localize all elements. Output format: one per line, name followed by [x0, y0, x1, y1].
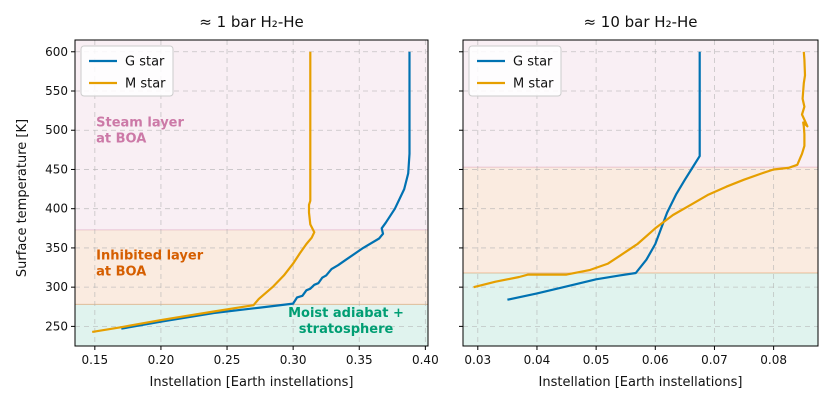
- chart-title: ≈ 1 bar H₂-He: [199, 13, 304, 31]
- plot-frame: [462, 39, 819, 347]
- x-tick-label: 0.15: [81, 353, 108, 367]
- region-label-moist: stratosphere: [299, 322, 394, 337]
- region-label-inhibited: at BOA: [96, 265, 146, 280]
- series-line-g-star: [507, 51, 701, 301]
- x-tick-label: 0.20: [148, 353, 175, 367]
- y-tick-label: 600: [45, 45, 68, 59]
- region-label-steam: at BOA: [96, 131, 146, 146]
- x-tick-label: 0.35: [346, 353, 373, 367]
- x-tick-label: 0.05: [583, 353, 610, 367]
- series-line-m-star: [92, 51, 316, 333]
- x-tick-label: 0.04: [524, 353, 551, 367]
- legend-label-g-star: G star: [125, 55, 165, 70]
- series-line-m-star: [473, 51, 809, 289]
- x-tick-label: 0.07: [701, 353, 728, 367]
- x-tick-label: 0.06: [642, 353, 669, 367]
- y-tick-label: 400: [45, 202, 68, 216]
- x-tick-label: 0.25: [214, 353, 241, 367]
- y-axis-label: Surface temperature [K]: [15, 119, 30, 277]
- region-inhibited: [463, 167, 818, 274]
- region-moist: [463, 273, 818, 346]
- right-panel: 0.03 0.04 0.05 0.06 0.07 0.08 ≈ 10 bar H₂-He In…: [459, 13, 819, 390]
- region-label-moist: Moist adiabat +: [288, 306, 404, 321]
- x-axis-label: Instellation [Earth instellations]: [150, 375, 354, 390]
- x-tick-label: 0.08: [760, 353, 787, 367]
- x-tick-label: 0.03: [464, 353, 491, 367]
- y-tick-label: 450: [45, 162, 68, 176]
- series-line-g-star: [121, 51, 411, 330]
- region-label-steam: Steam layer: [96, 115, 184, 130]
- x-tick-label: 0.40: [412, 353, 439, 367]
- x-axis-label: Instellation [Earth instellations]: [539, 375, 743, 390]
- y-tick-label: 350: [45, 241, 68, 255]
- region-inhibited: [75, 229, 428, 305]
- y-tick-label: 500: [45, 123, 68, 137]
- chart-title: ≈ 10 bar H₂-He: [583, 13, 697, 31]
- legend-label-m-star: M star: [125, 77, 166, 92]
- region-label-inhibited: Inhibited layer: [96, 249, 204, 264]
- y-tick-label: 550: [45, 84, 68, 98]
- y-tick-label: 300: [45, 280, 68, 294]
- y-tick-label: 250: [45, 319, 68, 333]
- legend-label-m-star: M star: [513, 77, 554, 92]
- legend-label-g-star: G star: [513, 55, 553, 70]
- x-tick-label: 0.30: [280, 353, 307, 367]
- plot-frame: [74, 39, 429, 347]
